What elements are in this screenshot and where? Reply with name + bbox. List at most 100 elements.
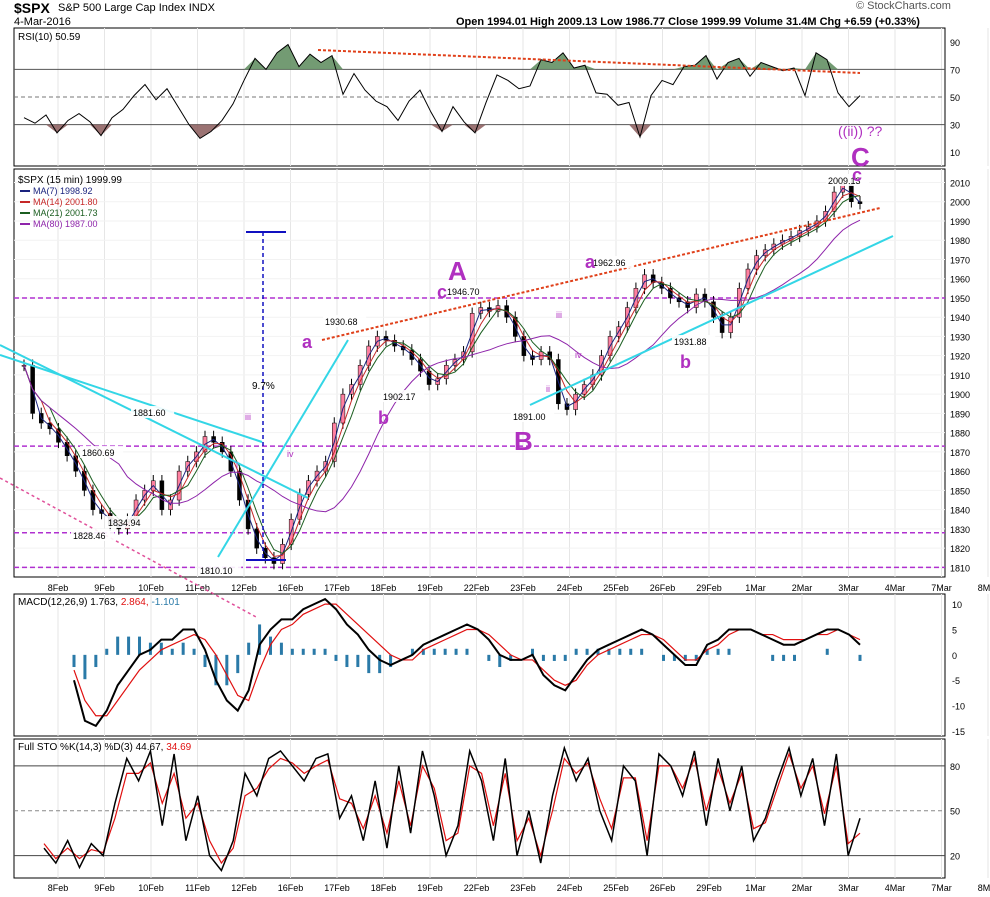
- x-tick-label: 9Feb: [94, 583, 115, 593]
- elliott-wave-label: A: [448, 256, 467, 286]
- rsi-overbought-fill: [739, 58, 750, 70]
- x-tick-label: 4Mar: [885, 583, 906, 593]
- price-y-tick: 1840: [950, 506, 970, 516]
- data-label-bg: [80, 446, 124, 458]
- price-data-label: 1860.69: [82, 448, 115, 458]
- price-data-label: 2009.13: [828, 176, 861, 186]
- price-y-tick: 1810: [950, 563, 970, 573]
- rsi-y-tick: 30: [950, 121, 960, 131]
- price-y-tick: 2000: [950, 198, 970, 208]
- ohlc-line: Open 1994.01 High 2009.13 Low 1986.77 Cl…: [456, 16, 920, 28]
- macd-y-tick: 0: [952, 651, 957, 661]
- x-tick-label-bottom: 8Mar: [978, 883, 990, 893]
- data-label-bg: [591, 256, 635, 268]
- elliott-wave-label: b: [680, 352, 691, 372]
- data-label-bg: [826, 174, 870, 186]
- price-data-label: 1891.00: [513, 412, 546, 422]
- x-tick-label-bottom: 22Feb: [464, 883, 490, 893]
- rsi-overbought-fill: [728, 58, 739, 70]
- price-data-label: 1810.10: [200, 566, 233, 576]
- watermark: © StockCharts.com: [856, 0, 951, 12]
- x-tick-label-bottom: 7Mar: [931, 883, 952, 893]
- rsi-overbought-fill: [794, 68, 805, 70]
- rsi-oversold-fill: [200, 124, 211, 139]
- rsi-overbought-fill: [244, 58, 255, 70]
- price-y-tick: 1860: [950, 467, 970, 477]
- rsi-line: [23, 43, 861, 140]
- data-label-bg: [131, 406, 175, 418]
- x-tick-label-bottom: 9Feb: [94, 883, 115, 893]
- panel-frame-sto: [13, 738, 946, 879]
- rsi-overbought-fill: [761, 62, 772, 70]
- price-data-label: 1930.68: [325, 317, 358, 327]
- red-trend-line: [321, 207, 881, 341]
- x-tick-label: 8Mar: [978, 583, 990, 593]
- elliott-wave-label: b: [378, 408, 389, 428]
- x-tick-label-bottom: 4Mar: [885, 883, 906, 893]
- rsi-y-tick: 70: [950, 65, 960, 75]
- sto-k-line: [43, 745, 861, 873]
- x-tick-label-bottom: 29Feb: [696, 883, 722, 893]
- pink-trend-line: [0, 477, 259, 619]
- price-y-tick: 1950: [950, 294, 970, 304]
- moving-average-line: [23, 192, 861, 558]
- x-tick-label: 25Feb: [603, 583, 629, 593]
- data-label-bg: [511, 410, 555, 422]
- price-y-tick: 1930: [950, 332, 970, 342]
- price-data-label: 1834.94: [108, 518, 141, 528]
- rsi-oversold-fill: [101, 124, 112, 136]
- rsi-oversold-fill: [211, 124, 222, 132]
- price-y-tick: 1900: [950, 390, 970, 400]
- cyan-channel-line: [0, 354, 263, 443]
- price-data-label: 1828.46: [73, 531, 106, 541]
- elliott-wave-label: c: [437, 282, 447, 302]
- rsi-title: RSI(10) 50.59: [18, 32, 81, 43]
- legend-entry: MA(80) 1987.00: [33, 219, 98, 229]
- x-tick-label-bottom: 11Feb: [185, 883, 210, 893]
- x-tick-label-bottom: 2Mar: [792, 883, 813, 893]
- rsi-y-tick: 90: [950, 38, 960, 48]
- elliott-wave-label: iv: [575, 350, 582, 360]
- rsi-overbought-fill: [684, 65, 695, 70]
- sto-y-tick: 20: [950, 852, 960, 862]
- price-y-tick: 1970: [950, 255, 970, 265]
- rsi-y-tick: 50: [950, 93, 960, 103]
- sto-y-tick: 50: [950, 807, 960, 817]
- elliott-wave-label: a: [302, 332, 313, 352]
- price-y-tick: 1960: [950, 275, 970, 285]
- x-tick-label-bottom: 3Mar: [838, 883, 859, 893]
- cyan-channel-line: [0, 344, 309, 499]
- price-data-label: 1962.96: [593, 258, 626, 268]
- macd-y-tick: -15: [952, 727, 965, 737]
- elliott-wave-label: iii: [245, 412, 251, 422]
- x-tick-label-bottom: 17Feb: [324, 883, 350, 893]
- macd-y-tick: -5: [952, 676, 960, 686]
- chart-symbol: $SPX: [14, 0, 50, 16]
- x-tick-label-bottom: 1Mar: [745, 883, 766, 893]
- price-y-tick: 2010: [950, 178, 970, 188]
- legend-entry: MA(7) 1998.92: [33, 186, 93, 196]
- x-tick-label-bottom: 8Feb: [48, 883, 69, 893]
- elliott-wave-label: iii: [556, 310, 562, 320]
- x-tick-label: 18Feb: [371, 583, 397, 593]
- legend-entry: MA(21) 2001.73: [33, 208, 98, 218]
- price-y-tick: 1870: [950, 448, 970, 458]
- data-label-bg: [71, 529, 115, 541]
- x-tick-label: 16Feb: [278, 583, 304, 593]
- elliott-wave-label: B: [514, 426, 533, 456]
- x-tick-label: 11Feb: [185, 583, 210, 593]
- x-tick-label-bottom: 18Feb: [371, 883, 397, 893]
- x-tick-label: 8Feb: [48, 583, 69, 593]
- x-tick-label-bottom: 12Feb: [231, 883, 257, 893]
- macd-y-tick: 5: [952, 626, 957, 636]
- rsi-y-tick: 10: [950, 148, 960, 158]
- sto-title: Full STO %K(14,3) %D(3) 44.67, 34.69: [18, 742, 192, 753]
- price-data-label: 1931.88: [674, 337, 707, 347]
- rsi-overbought-fill: [310, 54, 321, 70]
- price-data-label: 1881.60: [133, 408, 166, 418]
- x-tick-label: 17Feb: [324, 583, 350, 593]
- macd-y-tick: 10: [952, 600, 962, 610]
- data-label-bg: [198, 564, 242, 576]
